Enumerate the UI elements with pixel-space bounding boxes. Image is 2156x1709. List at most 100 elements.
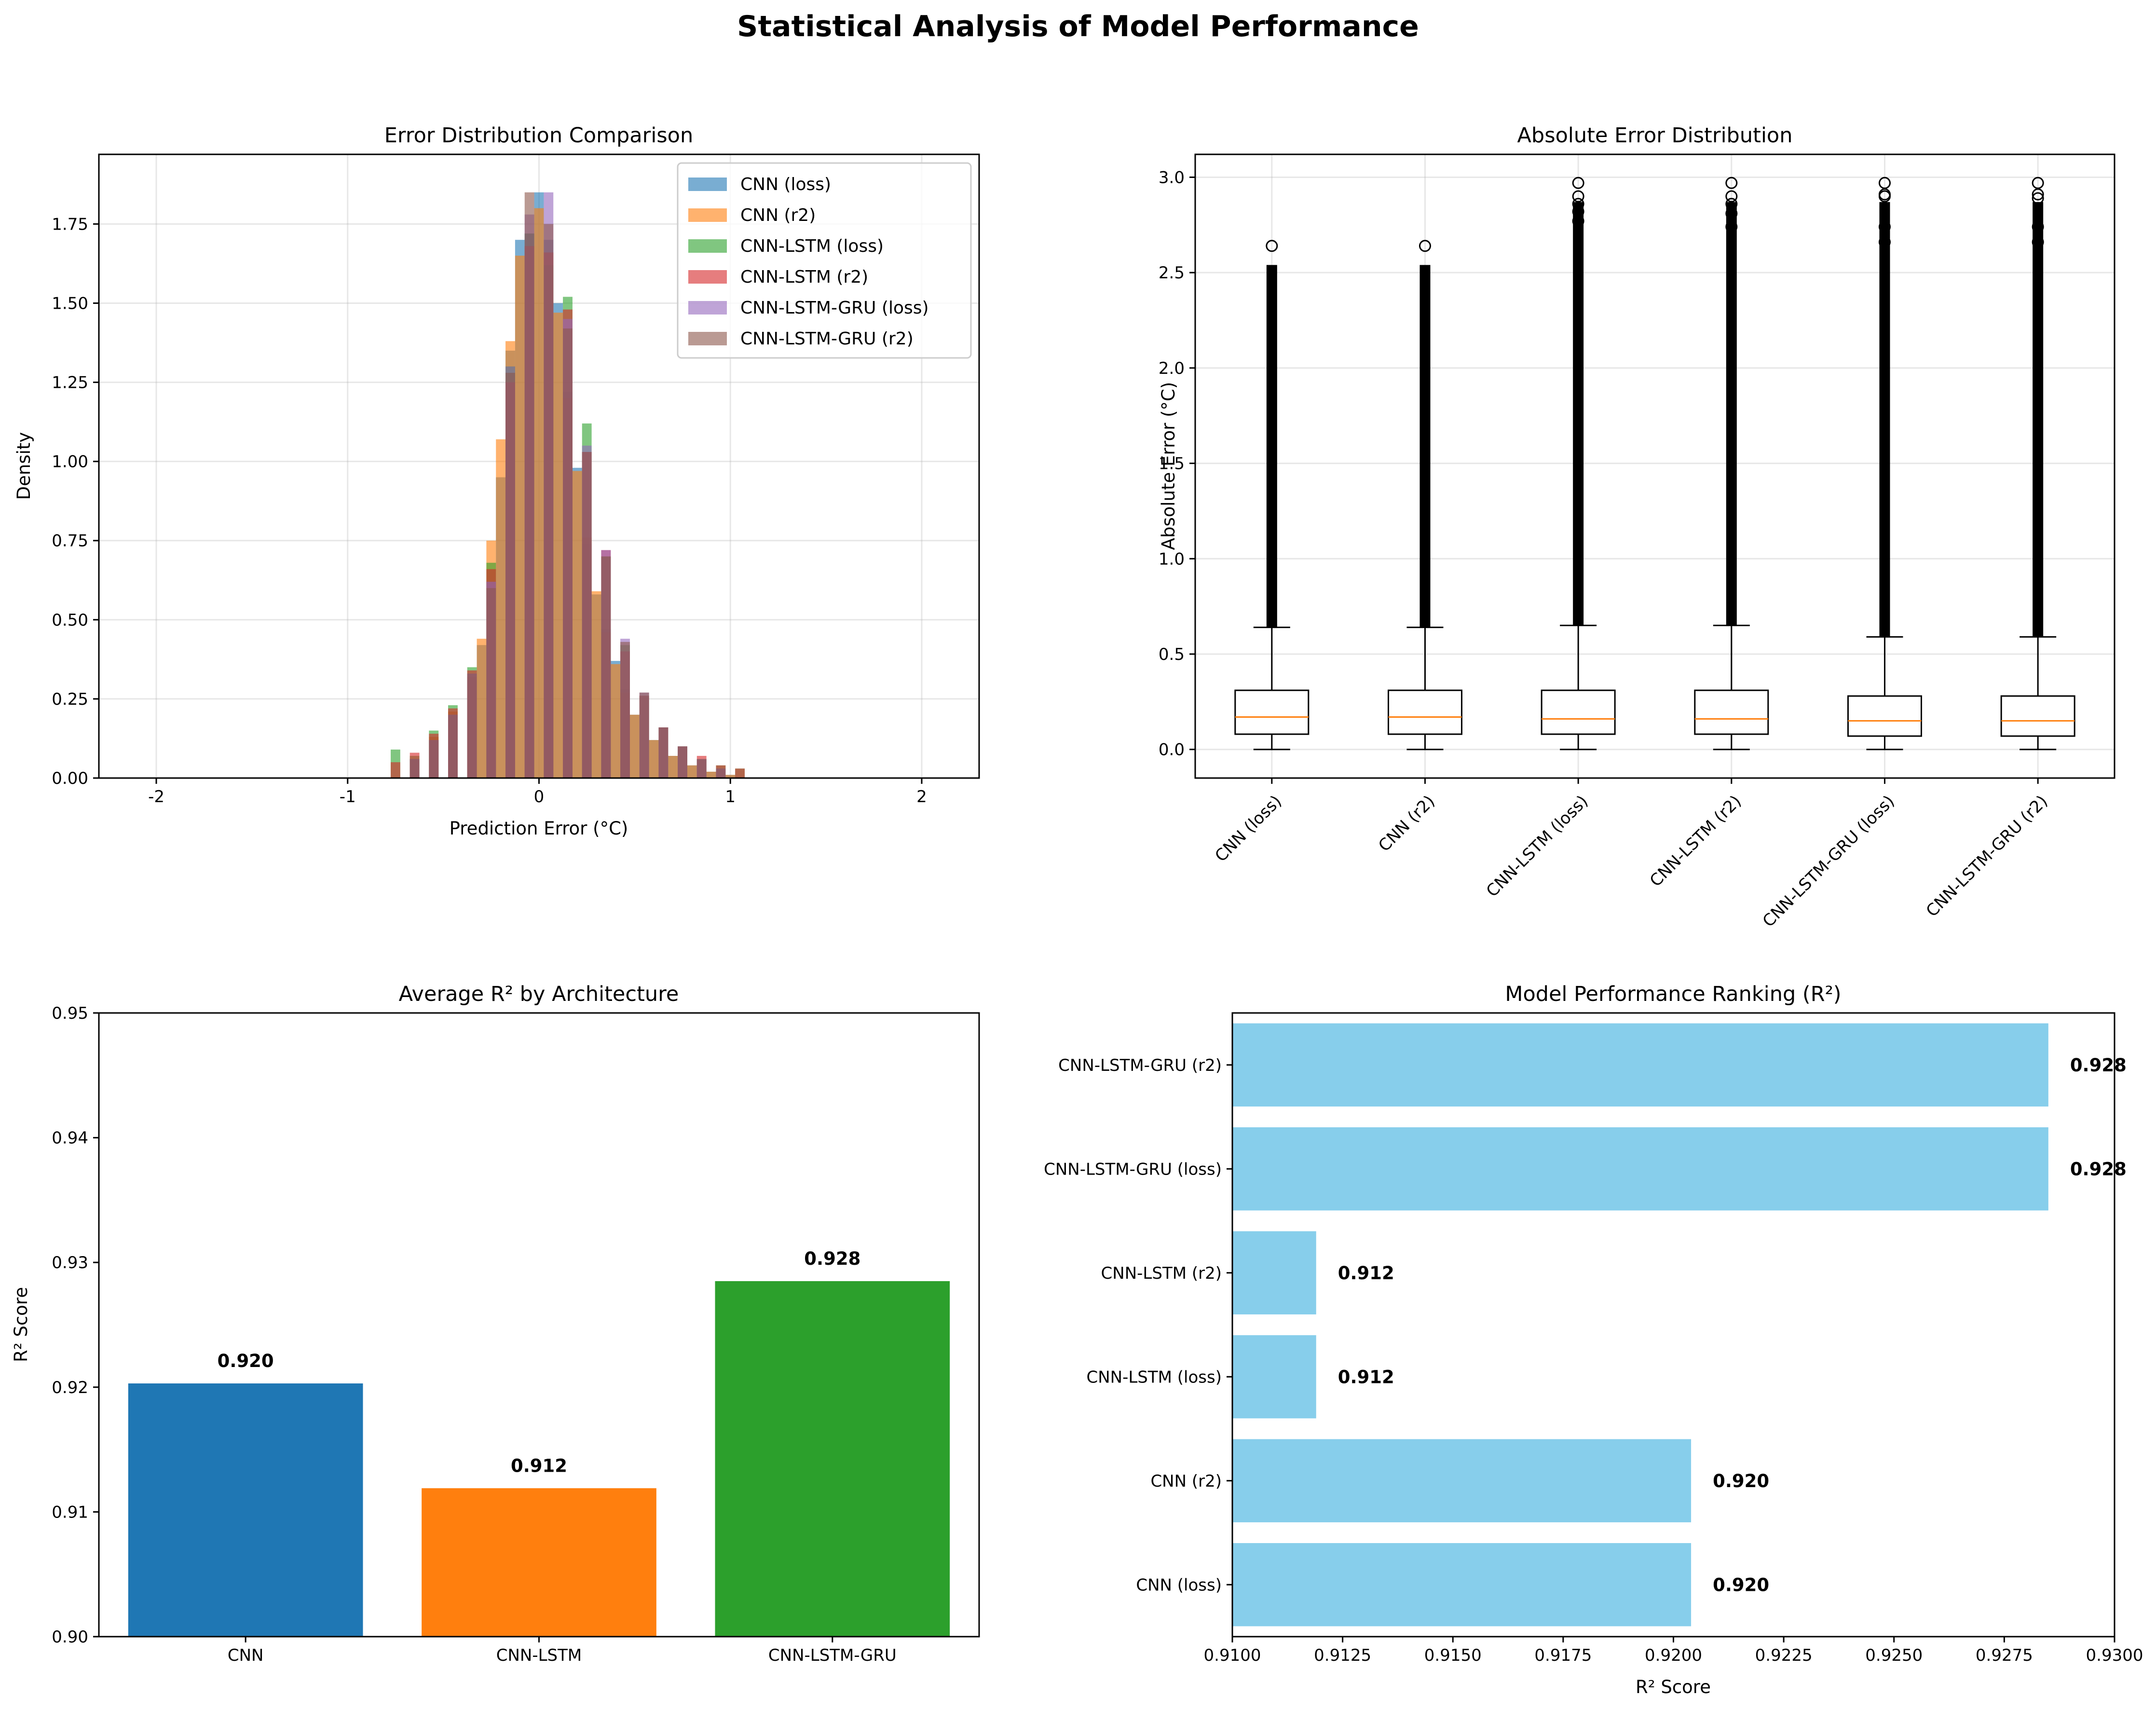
flier-band [1266, 265, 1277, 628]
flier [1725, 207, 1738, 220]
error-distribution-y-ticks: 0.00 0.25 0.50 0.75 1.00 1.25 1.50 1.75 [52, 215, 99, 788]
flier [1879, 220, 1891, 233]
average-r2-x-ticks: CNN CNN-LSTM CNN-LSTM-GRU [228, 1637, 897, 1665]
flier [1879, 236, 1891, 248]
box-cnn-lstm-loss [1541, 177, 1616, 751]
legend-label: CNN-LSTM (loss) [740, 236, 884, 256]
y-tick-label: 0.91 [52, 1503, 88, 1522]
histogram-bar [505, 372, 515, 778]
box-cnn-lstm-gru-r2 [2000, 177, 2075, 751]
y-tick-label: 1.5 [1159, 454, 1185, 474]
histogram-bar [534, 208, 544, 779]
average-r2-title: Average R² by Architecture [399, 982, 679, 1006]
y-tick-label: 0.00 [52, 769, 88, 788]
ranking-x-ticks: 0.9100 0.9125 0.9150 0.9175 0.9200 0.9225 0.92… [1204, 1637, 2143, 1665]
y-tick-label: 0.93 [52, 1253, 88, 1272]
legend-label: CNN (r2) [740, 205, 816, 225]
box-cnn-lstm-gru-loss [1847, 177, 1922, 751]
histogram-bar [706, 771, 716, 778]
legend-swatch [688, 301, 727, 314]
bar-value-label: 0.912 [1338, 1263, 1394, 1284]
x-tick-label: 1 [725, 787, 736, 807]
bar-value-label: 0.920 [1713, 1471, 1769, 1491]
y-tick-label: 2.5 [1159, 263, 1185, 283]
iqr-box [1388, 689, 1462, 735]
histogram-bar [687, 765, 697, 778]
ranking-xlabel: R² Score [1636, 1677, 1711, 1697]
flier [1725, 177, 1738, 189]
bar-value-label: 0.912 [1338, 1367, 1394, 1387]
histogram-bar [591, 591, 601, 778]
histogram-bar [563, 328, 573, 778]
flier-band [1419, 265, 1431, 628]
y-tick-label: 0.92 [52, 1378, 88, 1397]
box-cnn-loss [1234, 240, 1310, 751]
box-cnn-r2 [1388, 240, 1462, 751]
absolute-error-title: Absolute Error Distribution [1517, 123, 1793, 148]
flier-band [1879, 202, 1890, 637]
average-r2-ylabel: R² Score [11, 1287, 31, 1362]
legend-label: CNN-LSTM-GRU (loss) [740, 298, 929, 318]
y-tick-label: 1.75 [52, 215, 88, 234]
y-tick-label: 1.25 [52, 373, 88, 393]
bar-cnn-lstm-gru [715, 1281, 950, 1637]
x-tick-label: 0.9100 [1204, 1646, 1261, 1665]
series-cnn-lstm-gru-r2 [409, 192, 726, 778]
flier [1266, 240, 1278, 252]
x-tick-label: 0 [534, 787, 545, 807]
flier [1572, 190, 1584, 203]
histogram-bar [582, 451, 592, 778]
bar-cnn-lstm-loss [1232, 1335, 1316, 1419]
bar-cnn-r2 [1232, 1439, 1692, 1522]
histogram-bar [649, 740, 659, 778]
histogram-bar [668, 756, 678, 778]
legend-swatch [688, 239, 727, 253]
figure-title: Statistical Analysis of Model Performanc… [737, 10, 1419, 43]
iqr-box [2000, 695, 2075, 737]
x-tick-label: 0.9125 [1314, 1646, 1371, 1665]
y-tick-label: 0.90 [52, 1627, 88, 1647]
bar-value-label: 0.920 [218, 1351, 274, 1371]
bar-value-label: 0.928 [2070, 1159, 2127, 1179]
iqr-box [1847, 695, 1922, 737]
histogram-bar [448, 714, 458, 778]
histogram-bar [477, 639, 487, 778]
histogram-bar [639, 692, 649, 778]
absolute-error-y-ticks: 0.0 0.5 1.0 1.5 2.0 2.5 3.0 [1159, 168, 1195, 760]
flier [2032, 220, 2044, 233]
histogram-bar [611, 664, 621, 778]
iqr-box [1694, 689, 1769, 735]
error-distribution-bars [391, 192, 745, 779]
histogram-bar [467, 673, 477, 778]
bar-cnn-loss [1232, 1543, 1692, 1627]
box-cnn-lstm-r2 [1694, 177, 1769, 751]
x-tick-label: 0.9300 [2086, 1646, 2143, 1665]
histogram-bar [629, 714, 640, 778]
ranking-bars: 0.920 0.920 0.912 0.912 0.928 0.928 [1232, 1023, 2127, 1627]
average-r2-bars: 0.920 0.912 0.928 [128, 1248, 950, 1637]
iqr-box [1234, 689, 1310, 735]
flier [2032, 236, 2044, 248]
histogram-bar [601, 556, 611, 778]
histogram-bar [716, 768, 726, 778]
error-distribution-x-ticks: -2 -1 0 1 2 [148, 778, 927, 807]
legend-label: CNN-LSTM (r2) [740, 267, 868, 287]
flier [1879, 177, 1891, 189]
x-tick-label: -1 [340, 787, 356, 807]
histogram-bar [391, 762, 400, 778]
flier [1879, 190, 1891, 203]
y-tick-label: 1.00 [52, 452, 88, 472]
legend-label: CNN-LSTM-GRU (r2) [740, 329, 914, 349]
y-tick-label: 0.50 [52, 611, 88, 630]
y-tick-label: 0.75 [52, 532, 88, 551]
bar-value-label: 0.920 [1713, 1574, 1769, 1595]
bar-cnn-lstm-r2 [1232, 1231, 1316, 1314]
histogram-bar [544, 224, 554, 778]
flier [1725, 220, 1738, 233]
histogram-bar [696, 759, 707, 778]
y-tick-label: 1.50 [52, 294, 88, 313]
y-tick-label: CNN-LSTM (r2) [1101, 1264, 1222, 1283]
x-tick-label: 0.9150 [1424, 1646, 1482, 1665]
